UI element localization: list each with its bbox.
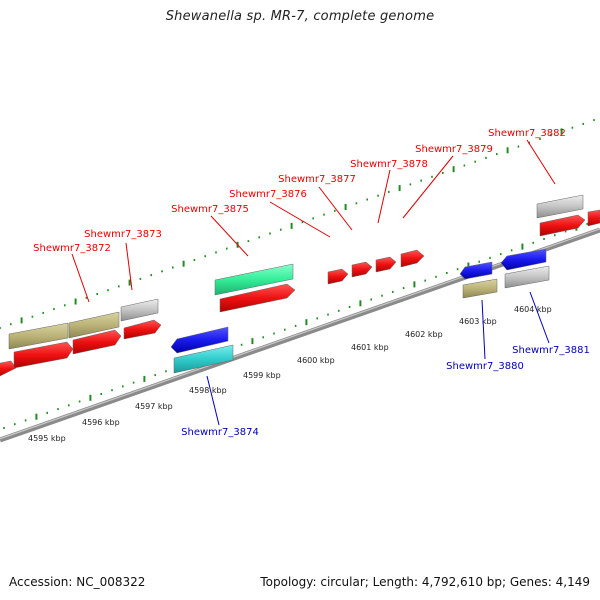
callout-line-3874	[206, 375, 220, 426]
gene-label-3880[interactable]: Shewmr7_3880	[446, 361, 524, 372]
gene-arrow-red-8[interactable]	[375, 256, 397, 273]
gene-label-3877[interactable]: Shewmr7_3877	[278, 174, 356, 185]
gene-label-3882[interactable]: Shewmr7_3882	[488, 128, 566, 139]
gene-label-3873[interactable]: Shewmr7_3873	[84, 229, 162, 240]
scale-label-4601: 4601 kbp	[351, 343, 389, 352]
gene-arrow-red-1[interactable]	[0, 360, 17, 377]
gene-shape-olive-1[interactable]	[8, 322, 69, 350]
gene-shape-teal[interactable]	[173, 344, 234, 374]
genome-summary: Topology: circular; Length: 4,792,610 bp…	[260, 575, 590, 589]
scale-label-4600: 4600 kbp	[297, 356, 335, 365]
callout-line-3878	[377, 169, 391, 224]
scale-label-4602: 4602 kbp	[405, 330, 443, 339]
gene-arrow-red-4[interactable]	[123, 319, 162, 340]
gene-label-3874[interactable]: Shewmr7_3874	[181, 427, 259, 438]
backbone-highlight	[0, 228, 600, 440]
scale-label-4603: 4603 kbp	[459, 317, 497, 326]
gene-arrow-red-6[interactable]	[327, 268, 349, 285]
gene-label-3879[interactable]: Shewmr7_3879	[415, 144, 493, 155]
accession-label: Accession: NC_008322	[9, 575, 146, 589]
callout-line-3872	[71, 253, 90, 303]
gene-arrow-blue-3[interactable]	[500, 248, 547, 271]
gene-arrow-red-7[interactable]	[351, 261, 373, 278]
gene-arrow-red-2[interactable]	[13, 341, 74, 369]
callout-line-3877	[318, 186, 353, 231]
callout-line-3879	[402, 155, 454, 219]
scale-label-4599: 4599 kbp	[243, 371, 281, 380]
scale-label-4604: 4604 kbp	[514, 305, 552, 314]
gene-label-3872[interactable]: Shewmr7_3872	[33, 243, 111, 254]
gene-arrow-blue-2[interactable]	[459, 261, 493, 280]
gene-arrow-red-5[interactable]	[219, 283, 296, 313]
callout-line-3875	[210, 215, 249, 257]
gene-arrow-red-3[interactable]	[72, 329, 122, 355]
callout-line-3881	[529, 291, 550, 344]
gene-label-3875[interactable]: Shewmr7_3875	[171, 204, 249, 215]
backbone-line	[0, 227, 600, 443]
gene-label-3881[interactable]: Shewmr7_3881	[512, 345, 590, 356]
map-title: Shewanella sp. MR-7, complete genome	[165, 9, 435, 24]
gene-arrow-red-11[interactable]	[587, 209, 600, 227]
gene-arrow-red-10[interactable]	[539, 214, 586, 237]
gene-shape-mint[interactable]	[214, 263, 294, 296]
callout-line-3873	[125, 242, 133, 291]
gene-label-3876[interactable]: Shewmr7_3876	[229, 189, 307, 200]
upper-tick-row	[0, 119, 595, 329]
gene-shape-olive-3[interactable]	[462, 278, 498, 299]
gene-arrow-red-9[interactable]	[400, 249, 425, 268]
gene-arrow-blue-1[interactable]	[170, 326, 229, 354]
gene-label-3878[interactable]: Shewmr7_3878	[350, 159, 428, 170]
callout-line-3880	[481, 299, 486, 360]
gene-shape-olive-2[interactable]	[68, 311, 120, 339]
callout-line-3882	[526, 139, 556, 185]
scale-label-4595: 4595 kbp	[28, 434, 66, 443]
scale-label-4598: 4598 kbp	[189, 386, 227, 395]
gene-shape-grey-1[interactable]	[120, 298, 159, 322]
scale-label-4597: 4597 kbp	[135, 402, 173, 411]
gene-shape-grey-2[interactable]	[536, 194, 584, 219]
gene-shape-grey-3[interactable]	[504, 265, 550, 289]
callout-line-3876	[269, 201, 331, 238]
scale-label-4596: 4596 kbp	[82, 418, 120, 427]
